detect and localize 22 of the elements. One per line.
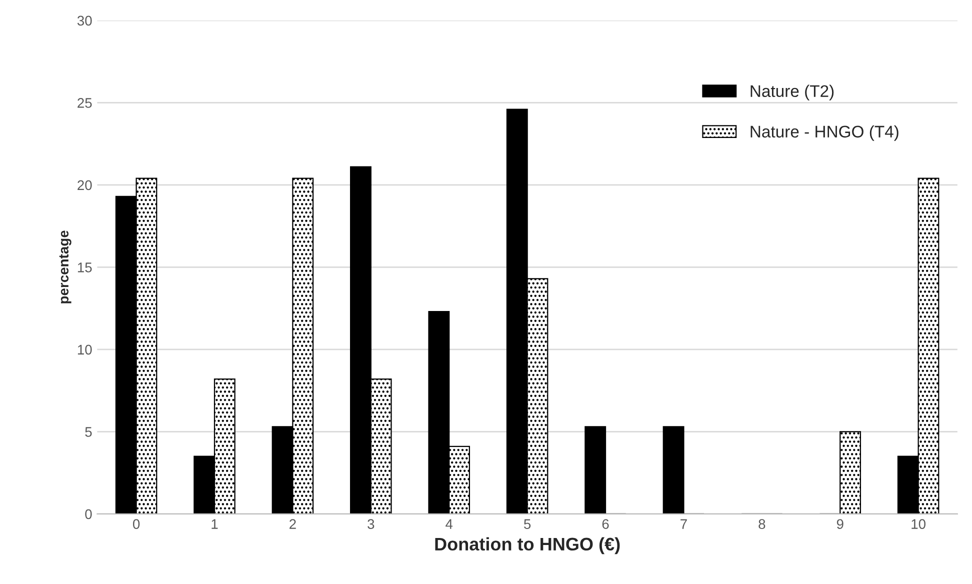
x-tick-label: 8 <box>758 519 766 529</box>
x-tick-label: 3 <box>368 519 374 529</box>
y-tick-label: 25 <box>78 98 92 108</box>
y-tick-label: 5 <box>85 427 92 437</box>
x-tick-label: 4 <box>446 519 453 529</box>
x-axis-title: Donation to HNGO (€) <box>435 537 620 554</box>
legend-label: Nature - HNGO (T4) <box>750 125 898 141</box>
x-tick-label: 2 <box>290 519 296 529</box>
y-tick-label: 15 <box>78 262 92 272</box>
x-tick-label: 9 <box>836 519 844 529</box>
y-tick-label: 10 <box>78 344 92 355</box>
x-tick-label: 10 <box>912 519 926 529</box>
x-tick-label: 1 <box>212 519 218 529</box>
legend-label: Nature (T2) <box>750 84 834 100</box>
x-tick-label: 5 <box>524 519 531 529</box>
x-tick-label: 6 <box>602 519 609 529</box>
y-tick-label: 30 <box>77 16 92 26</box>
x-tick-label: 7 <box>680 519 687 529</box>
y-axis-title: percentage <box>59 230 72 304</box>
y-tick-label: 0 <box>85 509 92 520</box>
x-tick-label: 0 <box>132 519 140 529</box>
y-tick-label: 20 <box>78 180 92 190</box>
